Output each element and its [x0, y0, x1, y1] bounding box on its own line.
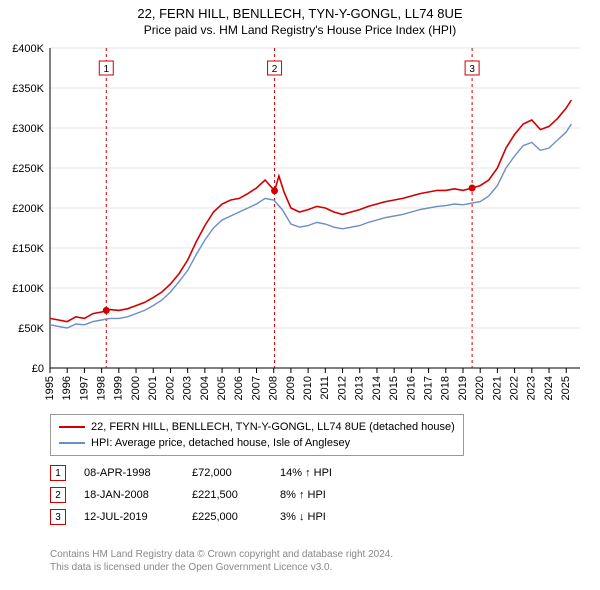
transaction-diff: 8% ↑ HPI — [280, 489, 370, 501]
svg-text:2024: 2024 — [543, 376, 555, 400]
svg-text:£0: £0 — [32, 363, 44, 375]
svg-text:2023: 2023 — [526, 376, 538, 400]
transaction-price: £72,000 — [192, 467, 262, 479]
svg-text:1998: 1998 — [96, 376, 108, 400]
svg-text:2000: 2000 — [130, 376, 142, 400]
svg-text:2021: 2021 — [491, 376, 503, 400]
svg-text:2020: 2020 — [474, 376, 486, 400]
svg-text:2001: 2001 — [147, 376, 159, 400]
svg-text:2003: 2003 — [182, 376, 194, 400]
svg-text:1996: 1996 — [61, 376, 73, 400]
svg-text:1: 1 — [103, 64, 109, 75]
svg-text:£100K: £100K — [12, 283, 44, 295]
transaction-price: £225,000 — [192, 511, 262, 523]
table-row: 1 08-APR-1998 £72,000 14% ↑ HPI — [50, 462, 370, 484]
svg-text:2025: 2025 — [560, 376, 572, 400]
transaction-date: 08-APR-1998 — [84, 467, 174, 479]
transactions-table: 1 08-APR-1998 £72,000 14% ↑ HPI 2 18-JAN… — [50, 462, 370, 528]
svg-text:£250K: £250K — [12, 163, 44, 175]
svg-text:2008: 2008 — [268, 376, 280, 400]
footer-line: Contains HM Land Registry data © Crown c… — [50, 548, 393, 561]
svg-text:2016: 2016 — [405, 376, 417, 400]
svg-text:2009: 2009 — [285, 376, 297, 400]
legend-swatch — [59, 426, 85, 428]
svg-text:2006: 2006 — [233, 376, 245, 400]
footer-line: This data is licensed under the Open Gov… — [50, 561, 393, 574]
svg-text:2017: 2017 — [422, 376, 434, 400]
svg-text:2002: 2002 — [164, 376, 176, 400]
svg-text:1997: 1997 — [78, 376, 90, 400]
svg-text:£200K: £200K — [12, 203, 44, 215]
chart-legend: 22, FERN HILL, BENLLECH, TYN-Y-GONGL, LL… — [50, 414, 464, 456]
legend-label: HPI: Average price, detached house, Isle… — [91, 435, 350, 451]
transaction-date: 12-JUL-2019 — [84, 511, 174, 523]
svg-text:2010: 2010 — [302, 376, 314, 400]
transaction-marker-icon: 3 — [50, 509, 66, 525]
svg-text:2015: 2015 — [388, 376, 400, 400]
svg-text:2013: 2013 — [354, 376, 366, 400]
transaction-marker-icon: 1 — [50, 465, 66, 481]
svg-text:2005: 2005 — [216, 376, 228, 400]
svg-text:1995: 1995 — [44, 376, 56, 400]
table-row: 2 18-JAN-2008 £221,500 8% ↑ HPI — [50, 484, 370, 506]
svg-text:2019: 2019 — [457, 376, 469, 400]
svg-text:£400K: £400K — [12, 43, 44, 55]
svg-text:2: 2 — [272, 64, 278, 75]
svg-text:£50K: £50K — [18, 323, 44, 335]
svg-text:2007: 2007 — [250, 376, 262, 400]
transaction-diff: 3% ↓ HPI — [280, 511, 370, 523]
svg-text:£150K: £150K — [12, 243, 44, 255]
transaction-date: 18-JAN-2008 — [84, 489, 174, 501]
price-chart: £0 £50K £100K £150K £200K £250K £300K £350K £400… — [0, 0, 600, 410]
table-row: 3 12-JUL-2019 £225,000 3% ↓ HPI — [50, 506, 370, 528]
svg-text:2014: 2014 — [371, 376, 383, 400]
svg-text:3: 3 — [469, 64, 475, 75]
legend-label: 22, FERN HILL, BENLLECH, TYN-Y-GONGL, LL… — [91, 419, 455, 435]
svg-text:2004: 2004 — [199, 376, 211, 400]
legend-item: 22, FERN HILL, BENLLECH, TYN-Y-GONGL, LL… — [59, 419, 455, 435]
footer-attribution: Contains HM Land Registry data © Crown c… — [50, 548, 393, 574]
svg-text:£300K: £300K — [12, 123, 44, 135]
svg-text:2022: 2022 — [509, 376, 521, 400]
svg-text:2011: 2011 — [319, 376, 331, 400]
transaction-price: £221,500 — [192, 489, 262, 501]
svg-text:2012: 2012 — [336, 376, 348, 400]
legend-swatch — [59, 442, 85, 444]
transaction-diff: 14% ↑ HPI — [280, 467, 370, 479]
svg-text:1999: 1999 — [113, 376, 125, 400]
transaction-marker-icon: 2 — [50, 487, 66, 503]
svg-text:2018: 2018 — [440, 376, 452, 400]
svg-text:£350K: £350K — [12, 83, 44, 95]
legend-item: HPI: Average price, detached house, Isle… — [59, 435, 455, 451]
